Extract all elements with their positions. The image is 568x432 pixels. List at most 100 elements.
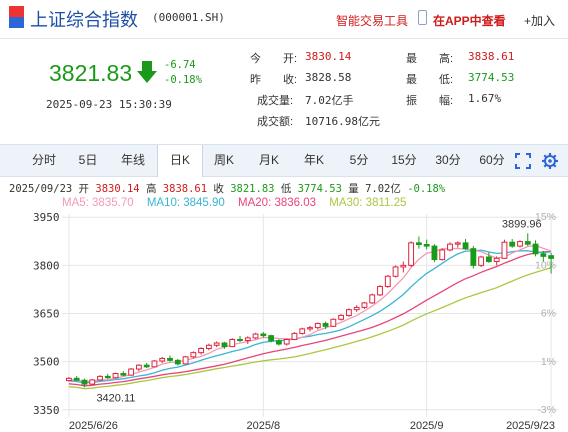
candle-body [159, 357, 166, 362]
tab-monthly-k[interactable]: 月K [258, 153, 279, 167]
summary-low: 3774.53 [297, 183, 342, 195]
date-axis: 2025/6/26 2025/8 2025/9 2025/9/23 [69, 420, 555, 432]
candle-body [174, 359, 181, 365]
candle [159, 356, 166, 363]
candle-body [198, 347, 205, 354]
chart-grid [62, 214, 558, 417]
candle-body [431, 245, 438, 261]
candle-body [291, 332, 298, 340]
candle [338, 314, 345, 321]
candle-body [89, 379, 96, 385]
tab-60min[interactable]: 60分 [479, 153, 505, 167]
candle [493, 256, 500, 266]
candle [353, 305, 360, 312]
candle-body [128, 368, 135, 376]
candle [314, 322, 321, 330]
candle [439, 248, 446, 261]
tab-30min[interactable]: 30分 [435, 153, 461, 167]
tab-5day[interactable]: 5日 [78, 153, 98, 167]
candle [447, 242, 453, 252]
ma10-label: MA10: 3845.90 [146, 197, 225, 209]
tab-weekly-k[interactable]: 周K [213, 153, 234, 167]
candle [167, 355, 173, 362]
y-tick-label: 3950 [33, 211, 60, 224]
y-tick-label: 3350 [33, 404, 60, 417]
ma20-label: MA20: 3836.03 [238, 197, 317, 209]
period-tabs: 分时 5日 年线 日K 周K 月K 年K 5分 15分 30分 60分 [0, 144, 568, 177]
candle-body [135, 364, 142, 370]
open-value: 3830.14 [305, 50, 352, 63]
percent-tick-label: 15% [535, 211, 556, 223]
candle-body [330, 318, 337, 327]
ma30-label: MA30: 3811.25 [329, 197, 407, 209]
candle [65, 377, 72, 382]
summary-close: 3821.83 [230, 183, 275, 195]
candle [275, 339, 282, 346]
tab-intraday[interactable]: 分时 [31, 153, 56, 167]
candle-body [221, 342, 228, 348]
summary-date: 2025/09/23 [9, 183, 73, 195]
volume-label: 成交量: [257, 95, 294, 107]
candle-body [143, 364, 150, 368]
candle-body [400, 264, 407, 268]
tab-daily-k[interactable]: 日K [157, 145, 203, 177]
price-change: -6.74 -0.18% [164, 58, 202, 88]
candle-body [120, 373, 127, 376]
candle [205, 343, 212, 351]
candle [81, 378, 88, 388]
y-tick-label: 3650 [33, 308, 60, 321]
candle [384, 274, 391, 288]
candle [400, 261, 407, 273]
tab-15min[interactable]: 15分 [391, 153, 417, 167]
flag-icon [9, 6, 24, 28]
quote-time: 2025-09-23 15:30:39 [46, 98, 172, 111]
summary-pct: -0.18% [407, 183, 446, 195]
candle-body [237, 338, 243, 341]
percent-tick-label: -3% [537, 404, 556, 416]
tab-5min[interactable]: 5分 [349, 153, 369, 167]
candle-body [73, 377, 80, 381]
candle-body [485, 256, 492, 263]
extreme-labels: 3899.96 3420.11 [96, 218, 541, 404]
candles [65, 233, 555, 388]
ma10-line [68, 249, 552, 384]
high-label: 最 高: [406, 53, 454, 65]
candle-body [408, 242, 415, 266]
tab-year-line[interactable]: 年线 [120, 153, 145, 167]
candle-body [260, 333, 267, 337]
candle-body [112, 373, 119, 379]
change-percent: -0.18% [164, 74, 202, 86]
candle [135, 364, 142, 372]
candle [454, 241, 461, 248]
candle [73, 376, 80, 381]
summary-high-label: 高 [145, 183, 157, 195]
settings-icon[interactable] [541, 152, 559, 170]
candle [548, 252, 555, 274]
candle-body [524, 241, 531, 245]
candle-body [299, 328, 306, 334]
candle [198, 347, 205, 355]
price-axis: 3950 3800 3650 3500 3350 [33, 211, 60, 417]
smart-trading-link[interactable]: 智能交易工具 [336, 14, 409, 28]
ma-legend: MA5: 3835.70 MA10: 3845.90 MA20: 3836.03… [62, 197, 416, 209]
candle [244, 336, 251, 344]
candle-body [244, 337, 251, 341]
candle [182, 355, 189, 365]
tab-yearly-k[interactable]: 年K [303, 153, 324, 167]
x-tick-label: 2025/6/26 [69, 420, 118, 432]
min-price-label: 3420.11 [96, 392, 135, 404]
candle-body [283, 338, 290, 345]
candle-body [167, 357, 173, 361]
view-in-app-link[interactable]: 在APP中查看 [433, 14, 506, 28]
candle [237, 335, 243, 343]
candle-body [423, 243, 430, 247]
candle [104, 373, 111, 379]
candle [120, 371, 127, 377]
fullscreen-icon[interactable] [515, 153, 531, 169]
add-watchlist-button[interactable]: +加入 [524, 14, 556, 28]
ma30-line [68, 267, 552, 390]
candle-body [322, 322, 329, 327]
candle-body [151, 360, 158, 368]
candle [213, 341, 220, 348]
